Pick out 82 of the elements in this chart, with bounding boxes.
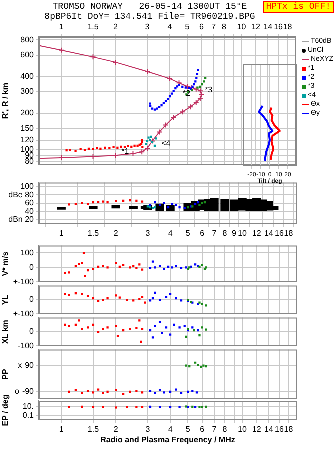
x-tick-label: 18 — [284, 425, 294, 434]
y-axis-title: V* m/s — [1, 251, 10, 276]
x-tick-label: 8 — [222, 229, 228, 238]
annotation: *1 — [122, 146, 130, 156]
y-tick-label: 100 — [20, 248, 35, 258]
y-tick-label: dBe 80 — [8, 190, 35, 200]
y-tick-label: dBn 20 — [8, 215, 35, 224]
text: o — [14, 387, 20, 396]
text: HPTx is OFF! — [263, 1, 334, 13]
x-tick-label: 14 — [264, 22, 274, 32]
x-tick-label: 5 — [186, 229, 191, 238]
x-tick-label: 2 — [114, 229, 119, 238]
y-axis-title: YL — [1, 294, 10, 306]
y-tick-label: 600 — [20, 50, 35, 60]
y-axis-title: R', R / km — [1, 83, 10, 120]
x-tick-label: 12 — [252, 22, 262, 32]
x-tick-label: 1.5 — [88, 22, 100, 32]
y-tick-label: 400 — [20, 72, 35, 82]
y-tick-label: 0 — [30, 327, 35, 336]
y-axis-title: PP — [1, 368, 10, 380]
x-tick-label: 3 — [145, 22, 150, 32]
x-tick-label: 7 — [212, 229, 218, 238]
x-tick-label: 4 — [168, 229, 174, 238]
x-tick-label: 8 — [222, 22, 228, 32]
y-tick-label: 10. — [22, 402, 34, 411]
x-tick-label: 1 — [59, 229, 64, 238]
y-tick-label: 90 — [25, 360, 35, 370]
y-tick-label: 120 — [20, 136, 35, 145]
x-tick-label: 8 — [222, 425, 228, 434]
y-tick-label: 40 — [25, 206, 35, 216]
x-tick-label: 14 — [264, 425, 274, 434]
y-axis-title: EP / deg — [1, 394, 10, 426]
chart-subtitle: 8pBP6It DoY= 134.541 File= TR960219.BPG — [44, 12, 256, 22]
y-tick-label: 200 — [20, 108, 35, 118]
x-tick-label: 3 — [146, 425, 151, 434]
x-tick-label: 9 — [232, 229, 238, 238]
x-tick-label: 2 — [114, 425, 119, 434]
y-tick-label: 800 — [20, 35, 35, 44]
x-tick-label: 12 — [252, 229, 262, 238]
y-tick-label: -90 — [22, 387, 35, 396]
y-tick-label: -100 — [18, 341, 35, 350]
x-tick-label: 14 — [264, 229, 274, 238]
annotation: *3 — [205, 85, 214, 94]
text: x — [18, 360, 22, 370]
y-tick-label: 100 — [20, 182, 35, 192]
y-tick-label: 150 — [20, 124, 35, 133]
x-tick-label: 12 — [252, 425, 262, 434]
x-tick-label: 16 — [275, 229, 284, 238]
y-tick-label: +-100 — [13, 277, 35, 286]
x-tick-label: 18 — [284, 229, 294, 238]
x-tick-label: 5 — [186, 425, 191, 434]
x-tick-label: 10 — [238, 425, 248, 434]
x-tick-label: 4 — [168, 425, 174, 434]
y-tick-label: 0 — [30, 295, 35, 304]
x-tick-label: 5 — [185, 22, 190, 32]
x-tick-label: 3 — [146, 229, 151, 238]
x-tick-label: 2 — [114, 22, 119, 32]
x-tick-label: 1.5 — [88, 229, 100, 238]
x-tick-label: 18 — [283, 22, 293, 32]
y-tick-label: 0.1 — [22, 410, 35, 420]
chart-title: TROMSO NORWAY 26-05-14 1300UT 15°E — [52, 2, 248, 12]
x-axis-title: Radio and Plasma Frequency / MHz — [100, 435, 236, 444]
x-tick-label: 10 — [238, 229, 248, 238]
x-tick-label: 16 — [274, 22, 284, 32]
x-tick-label: 1 — [59, 22, 64, 32]
x-tick-label: 4 — [168, 22, 173, 32]
x-tick-label: 7 — [212, 22, 217, 32]
x-tick-label: 16 — [275, 425, 284, 434]
x-tick-label: 1 — [59, 425, 64, 434]
x-tick-label: 7 — [212, 425, 218, 434]
annotation: <4 — [162, 138, 172, 148]
x-tick-label: 6 — [200, 22, 205, 32]
x-tick-label: 6 — [200, 229, 206, 238]
y-axis-title: XL km — [1, 320, 10, 344]
y-tick-label: 0 — [30, 262, 35, 272]
x-tick-label: 1.5 — [88, 425, 100, 434]
annotation: *2 — [182, 88, 192, 98]
y-tick-label: 60 — [25, 198, 35, 208]
y-tick-label: 300 — [20, 87, 35, 96]
y-tick-label: +-100 — [13, 309, 35, 318]
x-tick-label: 10 — [237, 22, 247, 32]
x-tick-label: 6 — [200, 425, 206, 434]
